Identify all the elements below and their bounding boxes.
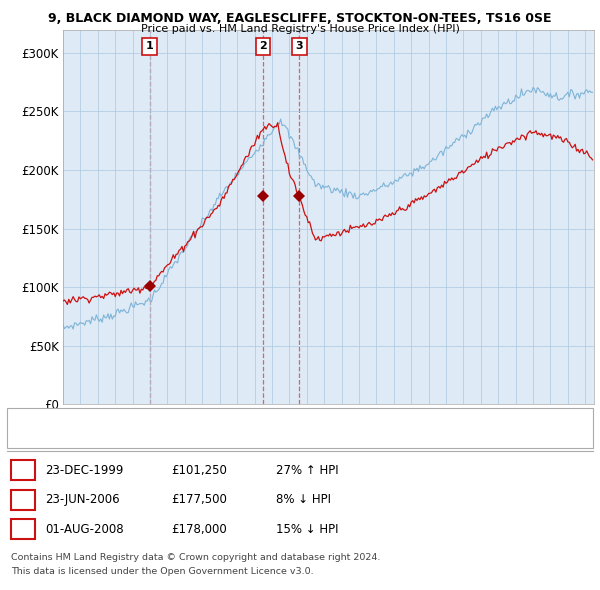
Text: 3: 3	[296, 41, 303, 51]
Text: 15% ↓ HPI: 15% ↓ HPI	[276, 523, 338, 536]
Text: £101,250: £101,250	[171, 464, 227, 477]
Text: 3: 3	[19, 523, 27, 536]
Text: Price paid vs. HM Land Registry's House Price Index (HPI): Price paid vs. HM Land Registry's House …	[140, 24, 460, 34]
Text: £177,500: £177,500	[171, 493, 227, 506]
Text: 2: 2	[19, 493, 27, 506]
Text: 9, BLACK DIAMOND WAY, EAGLESCLIFFE, STOCKTON-ON-TEES, TS16 0SE: 9, BLACK DIAMOND WAY, EAGLESCLIFFE, STOC…	[48, 12, 552, 25]
Text: £178,000: £178,000	[171, 523, 227, 536]
Text: 1: 1	[19, 464, 27, 477]
Text: 9, BLACK DIAMOND WAY, EAGLESCLIFFE, STOCKTON-ON-TEES, TS16 0SE (detached hous: 9, BLACK DIAMOND WAY, EAGLESCLIFFE, STOC…	[43, 414, 504, 424]
Text: 2: 2	[259, 41, 267, 51]
Text: 8% ↓ HPI: 8% ↓ HPI	[276, 493, 331, 506]
Text: 23-JUN-2006: 23-JUN-2006	[45, 493, 119, 506]
Text: 1: 1	[146, 41, 154, 51]
Text: 23-DEC-1999: 23-DEC-1999	[45, 464, 124, 477]
Text: HPI: Average price, detached house, Stockton-on-Tees: HPI: Average price, detached house, Stoc…	[43, 434, 325, 443]
Text: 01-AUG-2008: 01-AUG-2008	[45, 523, 124, 536]
Text: This data is licensed under the Open Government Licence v3.0.: This data is licensed under the Open Gov…	[11, 567, 313, 576]
Text: Contains HM Land Registry data © Crown copyright and database right 2024.: Contains HM Land Registry data © Crown c…	[11, 553, 380, 562]
Text: 27% ↑ HPI: 27% ↑ HPI	[276, 464, 338, 477]
